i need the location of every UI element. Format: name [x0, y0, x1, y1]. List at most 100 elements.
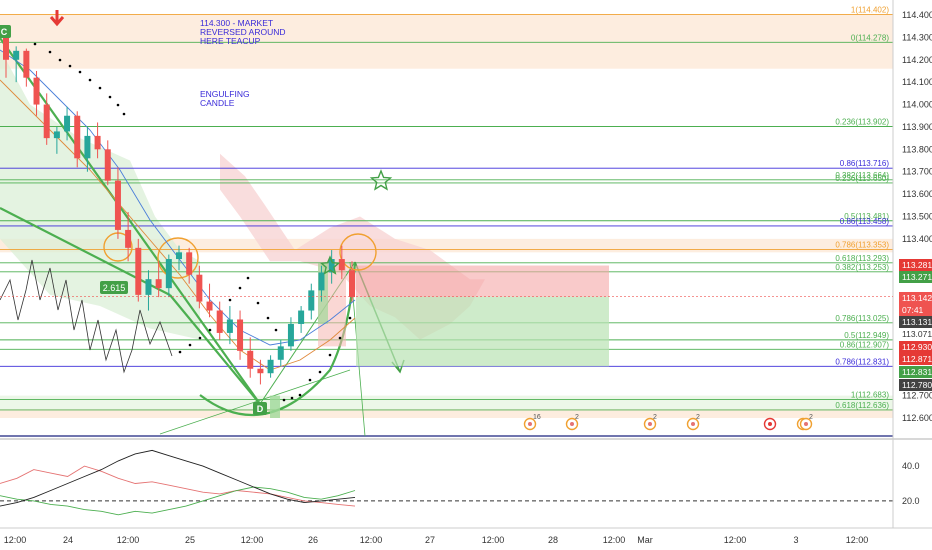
price-tick: 113.700: [902, 167, 932, 177]
sar-dot: [256, 301, 260, 305]
sar-dot: [98, 86, 102, 90]
price-tag-label: 113.142: [902, 293, 932, 303]
price-tag-label: 112.871: [902, 354, 932, 364]
sar-dot: [68, 64, 72, 68]
orange-circle: [339, 233, 377, 271]
sar-dot: [178, 350, 182, 354]
annotation-text: HERE TEACUP: [200, 36, 261, 46]
sar-dot: [318, 370, 322, 374]
event-icons[interactable]: 16 2 2 2 2: [523, 414, 814, 431]
time-tick: Mar: [637, 535, 653, 545]
candle-body: [155, 279, 162, 289]
sar-dot: [58, 58, 62, 62]
price-tag-label: 112.831: [902, 367, 932, 377]
candle-body: [186, 252, 193, 275]
fib-label: 1(114.402): [851, 6, 889, 15]
cloud-green: [0, 48, 200, 340]
candle-body: [13, 50, 20, 60]
candle-body: [23, 50, 30, 78]
bottom-box: [270, 395, 280, 418]
price-tag-box: [899, 353, 932, 365]
candle-body: [216, 310, 223, 333]
price-tags: 113.281 113.271 113.142 07:41 113.131 113.071…: [0, 259, 932, 391]
candle-body: [64, 115, 71, 132]
price-tag-box: [899, 379, 932, 391]
point-d-box: [253, 402, 267, 415]
price-tick: 113.500: [902, 212, 932, 222]
time-tick: 12:00: [4, 535, 27, 545]
candle-body: [196, 274, 203, 302]
sar-dot: [228, 298, 232, 302]
price-tag-label: 113.281: [902, 260, 932, 270]
price-tag-box: [899, 304, 932, 316]
event-count: 2: [575, 414, 579, 421]
fib-label: 0.382(113.253): [835, 263, 889, 272]
star-icon: [369, 169, 393, 191]
event-count: 16: [533, 414, 541, 421]
fib-label: 0.86(112.907): [840, 340, 890, 349]
price-tick: 113.800: [902, 144, 932, 154]
price-box-green: [318, 263, 328, 324]
price-axis[interactable]: 114.400 114.300 114.200 114.100 114.000 113.9…: [892, 0, 932, 528]
candles: [3, 30, 355, 385]
price-tag-label: 112.780: [902, 380, 932, 390]
price-tick: 113.600: [902, 189, 932, 199]
event-icon-dot: [528, 422, 532, 426]
price-tick: 112.700: [902, 391, 932, 401]
sar-dot: [308, 378, 312, 382]
sar-dot: [188, 343, 192, 347]
candle-body: [267, 359, 274, 374]
sar-dot: [282, 398, 286, 402]
price-tag-box: [899, 316, 932, 328]
ma-orange: [0, 79, 356, 371]
candle-body: [298, 310, 305, 324]
time-axis[interactable]: 12:00 24 12:00 25 12:00 26 12:00 27 12:00 28 12:00…: [0, 527, 932, 545]
sar-dot: [348, 316, 352, 320]
candle-body: [237, 319, 244, 351]
candle-body: [257, 368, 264, 374]
candle-body: [287, 323, 294, 347]
candle-body: [145, 279, 152, 295]
event-icon-dot: [804, 422, 808, 426]
annotation-text: 114.300 - MARKET: [200, 18, 273, 28]
price-tick: 113.400: [902, 234, 932, 244]
pattern-leg-cd: [0, 37, 261, 405]
price-tag-box: [899, 328, 932, 340]
point-c-label: C: [1, 27, 8, 37]
price-tag-label: 113.271: [902, 272, 932, 282]
short-position-stop: [356, 265, 609, 297]
oscillator-line: [0, 449, 356, 507]
time-tick: 27: [425, 535, 435, 545]
ratio-label: 2.615: [103, 283, 126, 293]
price-pane[interactable]: 1(114.402) 0(114.278) 0.236(113.902) 0.86(1…: [0, 6, 893, 437]
sar-dot: [78, 70, 82, 74]
fib-label: 0.86(113.716): [840, 159, 890, 168]
oscillator-pane[interactable]: 40.0 20.0: [0, 438, 932, 516]
time-tick: 3: [793, 535, 798, 545]
fib-label: 0.5(113.481): [844, 212, 889, 221]
time-tick: 12:00: [724, 535, 747, 545]
time-tick: 12:00: [241, 535, 264, 545]
candle-body: [349, 270, 355, 298]
black-line: [0, 259, 173, 374]
oscillator-line: [0, 465, 356, 507]
fib-label: 0(114.278): [851, 33, 889, 42]
price-tag-box: [899, 259, 932, 271]
event-count: 2: [653, 414, 657, 421]
fib-label: 0.786(113.353): [835, 240, 889, 249]
event-count: 2: [696, 414, 700, 421]
sar-dot: [328, 353, 332, 357]
sar-dot: [108, 95, 112, 99]
fib-label: 0.786(113.025): [835, 314, 889, 323]
fib-label: 0.86(113.458): [840, 217, 890, 226]
sar-dot: [238, 286, 242, 290]
time-tick: 12:00: [117, 535, 140, 545]
price-tick: 114.100: [902, 77, 932, 87]
sar-dot: [298, 393, 302, 397]
price-tag-label: 113.131: [902, 317, 932, 327]
sar-dot: [274, 328, 278, 332]
price-tick: 114.000: [902, 100, 932, 110]
candle-body: [338, 259, 345, 271]
